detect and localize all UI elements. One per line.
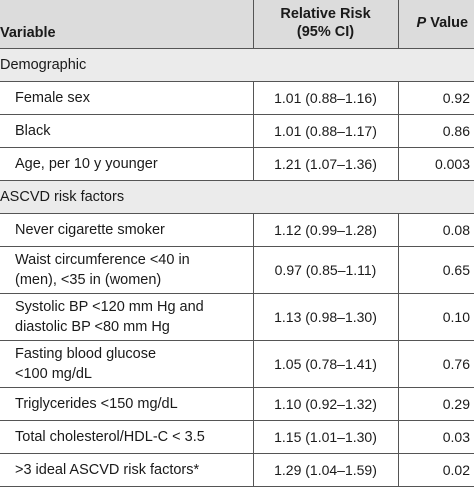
relative-risk-cell: 1.12 (0.99–1.28) [252,213,398,247]
table-body: Demographic Female sex 1.01 (0.88–1.16) 0.9… [0,48,474,487]
variable-header: Variable [0,0,253,49]
relative-risk-cell: 0.97 (0.85–1.11) [252,246,398,294]
variable-cell: Black [0,114,253,148]
table-row: Total cholesterol/HDL-C < 3.5 1.15 (1.01–… [0,420,474,454]
p-value-cell: 0.003 [397,147,474,181]
p-value-cell: 0.86 [397,114,474,148]
relative-risk-header-line1: Relative Risk [280,6,371,22]
p-value-header: P Value [397,0,474,49]
table-row: Waist circumference <40 in (men), <35 in … [0,246,474,294]
variable-label-line: Female sex [15,90,90,106]
variable-cell: Triglycerides <150 mg/dL [0,387,253,421]
variable-cell: Age, per 10 y younger [0,147,253,181]
p-value-cell: 0.10 [397,293,474,341]
relative-risk-cell: 1.21 (1.07–1.36) [252,147,398,181]
variable-label-line: Total cholesterol/HDL-C < 3.5 [15,429,205,445]
variable-label-line: <100 mg/dL [15,366,92,382]
relative-risk-header-line2: (95% CI) [296,24,355,40]
variable-cell: Never cigarette smoker [0,213,253,247]
variable-label-line: (men), <35 in (women) [15,272,162,288]
relative-risk-header: Relative Risk (95% CI) [252,0,398,49]
p-value-cell: 0.29 [397,387,474,421]
p-value-cell: 0.08 [397,213,474,247]
variable-label-line: Age, per 10 y younger [15,156,158,172]
variable-cell: >3 ideal ASCVD risk factors* [0,453,253,487]
section-title: Demographic [0,48,474,82]
relative-risk-cell: 1.13 (0.98–1.30) [252,293,398,341]
table-row: Systolic BP <120 mm Hg and diastolic BP <… [0,293,474,341]
table-row: Never cigarette smoker 1.12 (0.99–1.28) 0.… [0,213,474,247]
p-value-cell: 0.92 [397,81,474,115]
p-value-cell: 0.02 [397,453,474,487]
header-row: Variable Relative Risk (95% CI) P Value [0,0,474,49]
variable-label-line: Fasting blood glucose [15,346,157,362]
variable-label-line: >3 ideal ASCVD risk factors* [15,462,200,478]
variable-label-line: Waist circumference <40 in [15,252,190,268]
table-row: Fasting blood glucose <100 mg/dL 1.05 (0.7… [0,340,474,388]
p-value-cell: 0.76 [397,340,474,388]
relative-risk-cell: 1.15 (1.01–1.30) [252,420,398,454]
variable-cell: Fasting blood glucose <100 mg/dL [0,340,253,388]
relative-risk-cell: 1.05 (0.78–1.41) [252,340,398,388]
relative-risk-cell: 1.01 (0.88–1.16) [252,81,398,115]
p-value-header-rest: Value [426,15,469,31]
table-row: Female sex 1.01 (0.88–1.16) 0.92 [0,81,474,115]
relative-risk-cell: 1.29 (1.04–1.59) [252,453,398,487]
section-row: ASCVD risk factors [0,180,474,214]
variable-label-line: Triglycerides <150 mg/dL [15,396,178,412]
variable-label-line: Systolic BP <120 mm Hg and [15,299,204,315]
variable-cell: Female sex [0,81,253,115]
p-value-header-italic: P [416,15,427,31]
table-row: Black 1.01 (0.88–1.17) 0.86 [0,114,474,148]
relative-risk-cell: 1.01 (0.88–1.17) [252,114,398,148]
variable-label-line: Black [15,123,51,139]
variable-label-line: Never cigarette smoker [15,222,165,238]
relative-risk-cell: 1.10 (0.92–1.32) [252,387,398,421]
table-row: Triglycerides <150 mg/dL 1.10 (0.92–1.32)… [0,387,474,421]
table-row: >3 ideal ASCVD risk factors* 1.29 (1.04–1… [0,453,474,487]
p-value-cell: 0.65 [397,246,474,294]
variable-cell: Systolic BP <120 mm Hg and diastolic BP <… [0,293,253,341]
variable-cell: Total cholesterol/HDL-C < 3.5 [0,420,253,454]
p-value-cell: 0.03 [397,420,474,454]
section-row: Demographic [0,48,474,82]
section-title: ASCVD risk factors [0,180,474,214]
variable-cell: Waist circumference <40 in (men), <35 in … [0,246,253,294]
table-row: Age, per 10 y younger 1.21 (1.07–1.36) 0.0… [0,147,474,181]
variable-label-line: diastolic BP <80 mm Hg [15,319,170,335]
